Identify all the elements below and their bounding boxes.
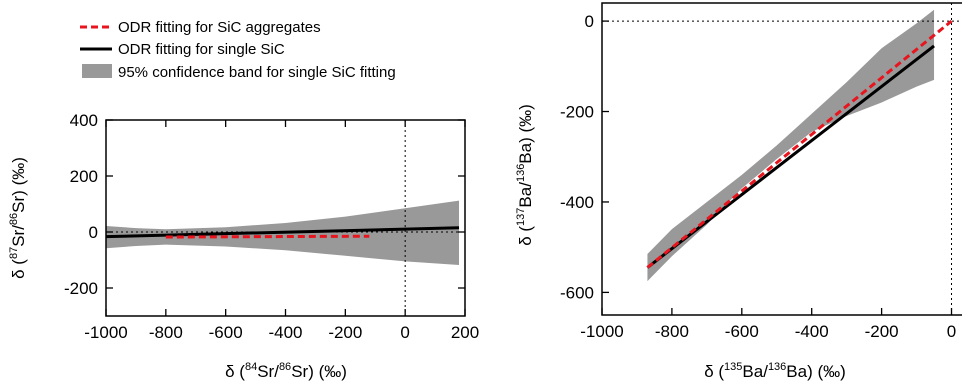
ba-chart: -1000 -800 -600 -400 -200 0 -600 -400 -200 0 δ (1… (515, 2, 962, 381)
sr-x-tick-label: -200 (328, 323, 362, 342)
ba-x-axis-title: δ (135Ba/136Ba) (‰) (704, 361, 846, 381)
ba-aggregates-fit-line (646, 19, 953, 269)
sr-x-tick-label: -1000 (84, 323, 127, 342)
sr-y-tick-label: 200 (70, 167, 98, 186)
ba-plot-frame (601, 2, 962, 316)
ba-y-tick-label: 0 (585, 12, 594, 31)
sr-x-tick-label: -600 (209, 323, 243, 342)
legend: ODR fitting for SiC aggregates ODR fitti… (80, 19, 396, 81)
sr-x-tick-label: -800 (149, 323, 183, 342)
ba-y-tick-label: -600 (560, 283, 594, 302)
legend-label-band: 95% confidence band for single SiC fitti… (118, 64, 396, 81)
ba-x-tick-label: -800 (655, 322, 689, 341)
ba-confidence-band (647, 9, 935, 282)
sr-x-tick-label: 200 (451, 323, 479, 342)
sr-chart: -1000 -800 -600 -400 -200 0 200 -200 0 200 400 δ (… (8, 111, 479, 381)
sr-y-tick-label: 0 (89, 223, 98, 242)
ba-x-tick-label: -600 (725, 322, 759, 341)
sr-aggregates-fit-line (165, 234, 370, 239)
sr-x-tick-label: -400 (268, 323, 302, 342)
ba-y-tick-label: -200 (560, 103, 594, 122)
legend-label-aggregates: ODR fitting for SiC aggregates (118, 19, 321, 36)
ba-x-tick-label: 0 (947, 322, 956, 341)
sr-y-tick-label: 400 (70, 111, 98, 130)
ba-x-tick-label: -1000 (580, 322, 623, 341)
sr-plot-frame (105, 119, 466, 317)
legend-band-swatch (82, 64, 112, 78)
ba-x-tick-label: -200 (865, 322, 899, 341)
sr-x-axis-title: δ (84Sr/86Sr) (‰) (225, 361, 347, 381)
ba-y-axis-title: δ (137Ba/136Ba) (‰) (515, 104, 535, 246)
sr-y-axis-title: δ (87Sr/86Sr) (‰) (8, 157, 28, 279)
ba-single-fit-line (646, 44, 935, 269)
sr-x-tick-label: 0 (400, 323, 409, 342)
sr-y-tick-label: -200 (64, 279, 98, 298)
legend-label-single: ODR fitting for single SiC (118, 41, 285, 58)
ba-y-tick-label: -400 (560, 193, 594, 212)
sr-single-fit-line (106, 226, 460, 239)
ba-x-tick-label: -400 (795, 322, 829, 341)
